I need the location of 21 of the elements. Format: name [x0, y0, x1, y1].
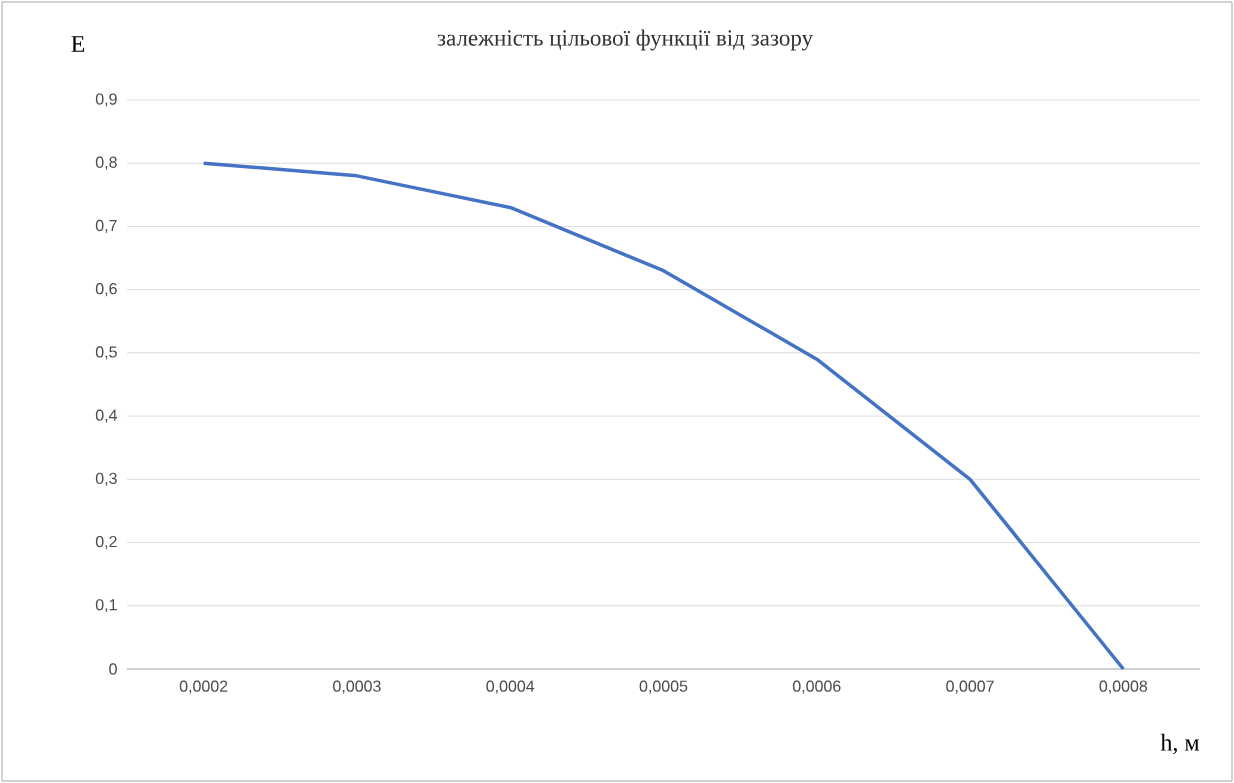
x-axis-title: h, м: [1160, 733, 1200, 755]
chart-title: залежність цільової функції від зазору: [437, 29, 813, 51]
y-tick-label: 0,4: [95, 409, 118, 423]
y-tick-label: 0,1: [95, 599, 117, 613]
x-tick-label: 0,0005: [639, 680, 688, 694]
x-tick-label: 0,0004: [486, 680, 535, 694]
y-tick-label: 0,6: [95, 283, 117, 297]
y-tick-label: 0,7: [95, 219, 117, 234]
x-tick-label: 0,0008: [1099, 680, 1148, 694]
y-tick-label: 0,8: [95, 156, 117, 170]
x-tick-label: 0,0003: [333, 680, 381, 694]
y-tick-label: 0,5: [95, 346, 117, 360]
y-tick-label: 0,9: [95, 93, 117, 107]
y-tick-label: 0,3: [95, 472, 117, 486]
x-tick-label: 0,0006: [792, 680, 841, 694]
y-tick-label: 0: [109, 663, 117, 675]
y-axis-title: E: [71, 36, 85, 52]
x-tick-label: 0,0007: [946, 680, 994, 694]
line-series: [201, 161, 1126, 671]
x-tick-label: 0,0002: [179, 680, 228, 694]
y-tick-label: 0,2: [95, 535, 117, 550]
